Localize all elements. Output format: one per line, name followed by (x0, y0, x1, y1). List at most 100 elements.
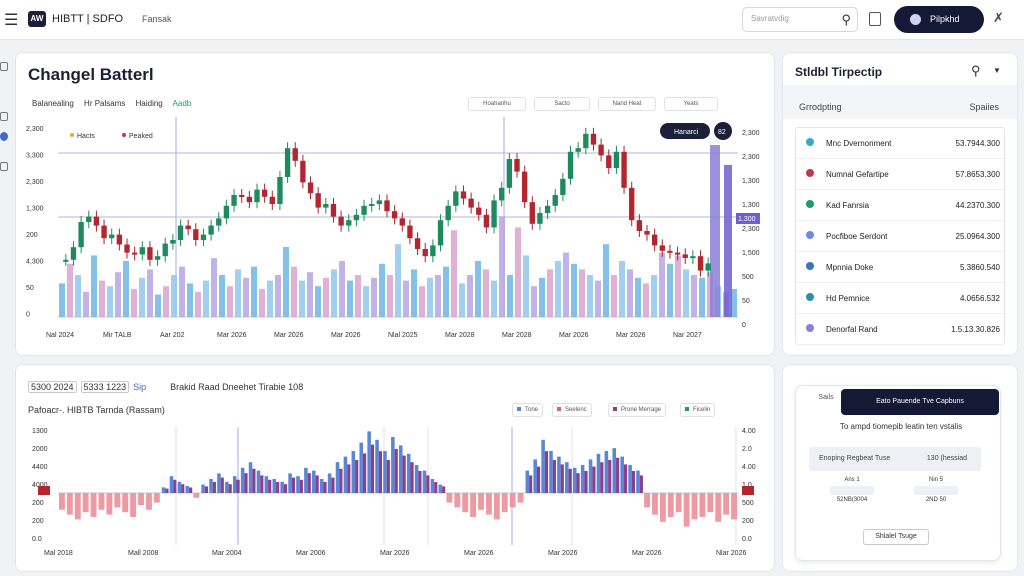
histogram-bar (391, 437, 395, 493)
candle (651, 234, 658, 246)
candle (422, 249, 428, 257)
side-table-header: Grrodpting Spaiies (783, 85, 1017, 119)
histogram-bar (98, 493, 105, 510)
side-row[interactable]: Denorfal Rand 1.5.13.30.826 (796, 314, 1004, 345)
y-tick-label: 200 (32, 500, 44, 507)
y-tick-label: 1,500 (742, 250, 760, 257)
column-header: Grrodpting (799, 102, 842, 112)
histogram-bar (236, 479, 240, 493)
candle (154, 256, 161, 260)
histogram-bar (715, 493, 722, 522)
lower-legend-item[interactable]: Tone (512, 403, 544, 417)
filter-chip[interactable]: Sacto (534, 97, 590, 111)
candle (361, 205, 367, 215)
side-table: Mnc Dvernonment 53.7944.300 Numnal Gefarti… (795, 127, 1005, 345)
candle (705, 263, 711, 271)
histogram-bar (367, 431, 371, 493)
lower-legend-item[interactable]: Seelenc (552, 403, 592, 417)
volume-bar (483, 269, 489, 317)
document-icon[interactable] (869, 12, 881, 26)
row-icon (806, 231, 814, 239)
rail-item-2-icon[interactable] (0, 112, 8, 121)
volume-bar (403, 280, 409, 317)
publish-button[interactable]: Pilpkhd (894, 6, 984, 33)
side-row[interactable]: Mnc Dvernonment 53.7944.300 (796, 128, 1004, 159)
legend-swatch (613, 407, 617, 412)
legend-item[interactable]: Haiding (135, 99, 163, 108)
date-chip[interactable]: 5333 1223 (80, 381, 130, 393)
legend-item[interactable]: Aadb (172, 99, 192, 108)
histogram-chart[interactable]: 1300 2000 4400 4000 200 200 0.0 4.00 2.0 4.00 1.0 5… (16, 365, 776, 573)
x-tick-label: Nlar 2026 (716, 550, 746, 557)
top-bar: ☰ AW HIBTT | SDFO Fansak Savratvdig ⚲ Pi… (0, 0, 1024, 40)
volume-bar (315, 286, 321, 317)
side-row[interactable]: Pocfiboe Serdont 25.0964.300 (796, 221, 1004, 252)
volume-bar (475, 261, 481, 317)
stat-value: 2ND 50 (925, 497, 947, 503)
histogram-bar (414, 465, 419, 493)
candle (269, 196, 275, 204)
histogram-bar (394, 449, 398, 493)
highlight-bar (724, 165, 732, 317)
filter-chip[interactable]: Yeats (664, 97, 718, 111)
search-icon[interactable]: ⚲ (971, 63, 981, 78)
side-row[interactable]: Hd Pemnice 4.0656.532 (796, 283, 1004, 314)
chevron-down-icon[interactable]: ▼ (993, 66, 1001, 75)
volume-bar (427, 277, 433, 317)
mini-tab[interactable]: Sails (818, 394, 834, 401)
side-row[interactable]: Numnal Gefartipe 57.8653.300 (796, 159, 1004, 190)
lower-legend-item[interactable]: Prone Merrage (608, 403, 667, 417)
histogram-bar (339, 468, 343, 493)
main-chart-panel: Changel Batterl Balanealing Hr Palsams H… (15, 52, 775, 356)
legend-item[interactable]: Hr Palsams (84, 99, 126, 108)
histogram-bar (470, 493, 477, 517)
date-chip[interactable]: 5300 2024 (28, 381, 77, 393)
legend-swatch (557, 407, 561, 412)
candle (399, 218, 405, 226)
candle (499, 187, 505, 201)
candle (63, 259, 69, 262)
x-tick-label: Mar 2026 (464, 550, 494, 557)
price-chart[interactable]: 2,3003,3002,3001,3002004,3005002,3002,30… (16, 53, 776, 357)
histogram-bar (114, 493, 121, 508)
legend-label: Seelenc (565, 407, 587, 413)
rail-item-3-icon[interactable] (0, 162, 8, 171)
volume-bar (515, 227, 521, 317)
menu-icon[interactable]: ☰ (4, 12, 19, 29)
volume-bar (147, 269, 153, 317)
volume-bar (307, 272, 313, 317)
request-field[interactable]: Enoping Regbeat Tuse 130 (hessiad (809, 447, 981, 471)
legend-item[interactable]: Balanealing (32, 99, 74, 108)
side-row[interactable]: Mpnnia Doke 5.3860.540 (796, 252, 1004, 283)
search-input[interactable]: Savratvdig ⚲ (742, 7, 858, 32)
rail-item-1-icon[interactable] (0, 62, 8, 71)
filter-chip[interactable]: Nand Heat (598, 97, 656, 111)
histogram-bar (442, 486, 446, 493)
side-row[interactable]: Kad Fanrsia 44.2370.300 (796, 190, 1004, 221)
schedule-button[interactable]: Shlalel Tsuge (863, 529, 929, 545)
histogram-bar (608, 460, 612, 493)
volume-bar (187, 283, 193, 317)
volume-bar (627, 269, 633, 317)
histogram-bar (383, 451, 387, 493)
candle (414, 238, 421, 249)
histogram-bar (399, 445, 403, 493)
lower-legend-item[interactable]: Ficelin (680, 403, 716, 417)
info-link[interactable]: Sip (133, 382, 147, 392)
histogram-bar (161, 487, 166, 493)
rail-item-active-icon[interactable] (0, 132, 8, 141)
candle (636, 220, 643, 231)
histogram-bar (438, 484, 443, 493)
histogram-bar (304, 467, 308, 493)
histogram-bar (568, 468, 572, 493)
histogram-bar (386, 460, 390, 493)
search-icon[interactable]: ⚲ (841, 12, 851, 27)
histogram-bar (165, 488, 169, 493)
tools-icon[interactable]: ✗ (993, 10, 1004, 25)
y-tick-label: 2000 (32, 446, 48, 453)
filter-chip[interactable]: Hoahanhu (468, 97, 526, 111)
tooltip-pill (660, 123, 710, 139)
histogram-bar (623, 464, 628, 493)
volume-bar (603, 244, 609, 317)
y-tick-label: 0.0 (32, 536, 42, 543)
